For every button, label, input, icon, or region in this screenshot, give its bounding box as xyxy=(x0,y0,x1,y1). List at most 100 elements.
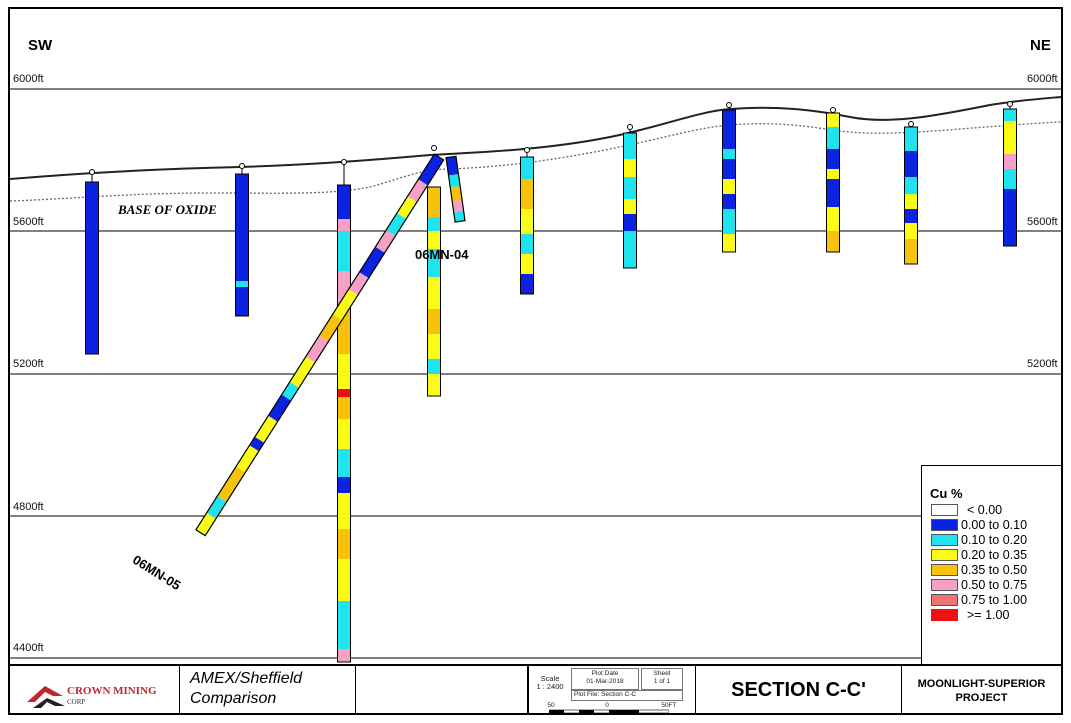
legend-swatch xyxy=(931,548,958,561)
hole-interval xyxy=(337,354,351,389)
hole-interval xyxy=(427,309,441,334)
hole-interval xyxy=(623,133,637,159)
scalebar-right: 50FT xyxy=(661,702,677,709)
elev-label-6000-right: 6000ft xyxy=(1027,73,1058,85)
hole-interval xyxy=(826,207,840,231)
hole-interval xyxy=(826,169,840,179)
hole-interval xyxy=(337,389,351,397)
hole-interval xyxy=(448,174,461,188)
drill-hole-9 xyxy=(1003,108,1017,247)
legend-item: 0.75 to 1.00 xyxy=(931,592,1028,607)
legend-item: 0.50 to 0.75 xyxy=(931,578,1027,592)
hole-interval xyxy=(826,231,840,252)
legend-swatch xyxy=(931,578,958,591)
cu-legend: Cu % < 0.00 0.00 to 0.10 0.10 to 0.20 0.… xyxy=(921,465,1061,665)
legend-swatch xyxy=(931,593,958,606)
legend-item: 0.00 to 0.10 xyxy=(931,517,1028,532)
hole-interval xyxy=(623,177,637,199)
legend-item: 0.10 to 0.20 xyxy=(931,532,1028,547)
hole-interval xyxy=(446,156,459,176)
comparison-line2: Comparison xyxy=(190,690,277,707)
hole-interval xyxy=(337,219,351,231)
sheet-label: Sheet xyxy=(653,670,671,677)
hole-interval xyxy=(904,151,918,177)
collar-markers xyxy=(89,101,1013,175)
drill-holes xyxy=(85,108,1017,663)
hole-interval xyxy=(427,231,441,249)
legend-label: < 0.00 xyxy=(967,502,1003,517)
legend-swatch xyxy=(931,563,958,576)
title-block: CROWN MINING CORP AMEX/Sheffield Compari… xyxy=(10,664,1061,713)
hole-interval xyxy=(1003,189,1017,246)
scale-bar-icon xyxy=(549,709,669,713)
hole-interval xyxy=(217,466,246,502)
hole-interval xyxy=(826,127,840,149)
hole-interval xyxy=(359,246,385,279)
drill-hole-3 xyxy=(427,186,441,397)
elev-label-5600-left: 5600ft xyxy=(13,216,44,228)
elev-label-4400-left: 4400ft xyxy=(13,642,44,654)
plot-info-cell: Scale 1 : 2400 Plot Date 01-Mar-2018 She… xyxy=(528,666,696,713)
hole-interval xyxy=(337,529,351,559)
drill-hole-8 xyxy=(904,126,918,265)
sheet-box: Sheet 1 of 1 xyxy=(641,668,683,690)
company-name: CROWN MINING xyxy=(67,685,157,697)
elev-label-5600-right: 5600ft xyxy=(1027,216,1058,228)
scalebar-left: 50 xyxy=(547,702,555,709)
topography-line xyxy=(10,96,1061,180)
section-drawing xyxy=(10,88,1061,663)
hole-interval xyxy=(236,445,259,473)
legend-item: 0.20 to 0.35 xyxy=(931,548,1027,562)
hole-interval xyxy=(623,231,637,268)
legend-label: >= 1.00 xyxy=(967,607,1010,622)
hole-interval xyxy=(826,113,840,127)
hole-interval xyxy=(450,186,463,202)
hole-interval xyxy=(826,179,840,207)
plot-date-label: Plot Date xyxy=(591,670,619,677)
drill-hole-4 xyxy=(520,156,534,295)
hole-interval xyxy=(722,209,736,234)
hole-interval xyxy=(904,127,918,151)
hole-interval xyxy=(195,512,216,536)
hole-interval xyxy=(427,359,441,374)
elev-label-5200-left: 5200ft xyxy=(13,358,44,370)
drill-hole-7 xyxy=(826,112,840,253)
legend-label: 0.75 to 1.00 xyxy=(961,592,1028,607)
plot-file: Plot File: Section C-C xyxy=(574,691,637,698)
hole-interval xyxy=(826,149,840,169)
hole-interval xyxy=(623,199,637,214)
drill-hole-6 xyxy=(722,109,736,253)
hole-interval xyxy=(427,217,441,231)
hole-interval xyxy=(722,149,736,159)
hole-interval xyxy=(520,209,534,234)
direction-ne: NE xyxy=(1030,37,1051,54)
legend-swatch xyxy=(931,503,958,516)
hole-interval xyxy=(722,194,736,209)
hole-interval xyxy=(722,234,736,252)
project-line2: PROJECT xyxy=(955,692,1008,704)
hole-interval xyxy=(623,214,637,231)
legend-item: 0.35 to 0.50 xyxy=(931,563,1027,577)
elev-label-5200-right: 5200ft xyxy=(1027,358,1058,370)
scale-label: Scale xyxy=(540,674,560,683)
legend-label: 0.10 to 0.20 xyxy=(961,532,1028,547)
hole-interval xyxy=(520,157,534,179)
legend-swatch xyxy=(931,533,958,546)
hole-interval xyxy=(904,223,918,239)
hole-interval xyxy=(520,179,534,209)
hole-interval xyxy=(407,179,428,203)
plot-date-box: Plot Date 01-Mar-2018 xyxy=(571,668,639,690)
hole-interval xyxy=(722,110,736,126)
hole-interval xyxy=(337,493,351,529)
hole-interval xyxy=(904,177,918,194)
hole-interval xyxy=(452,199,464,213)
elev-label-6000-left: 6000ft xyxy=(13,73,44,85)
hole-interval xyxy=(289,356,316,388)
hole-interval xyxy=(254,415,278,443)
plot-file-box: Plot File: Section C-C xyxy=(571,690,683,701)
comparison-line1: AMEX/Sheffield xyxy=(190,670,303,687)
hole-label-06mn-04: 06MN-04 xyxy=(415,247,469,262)
hole-interval xyxy=(722,179,736,194)
hole-interval xyxy=(520,274,534,294)
legend-label: 0.00 to 0.10 xyxy=(961,517,1028,532)
